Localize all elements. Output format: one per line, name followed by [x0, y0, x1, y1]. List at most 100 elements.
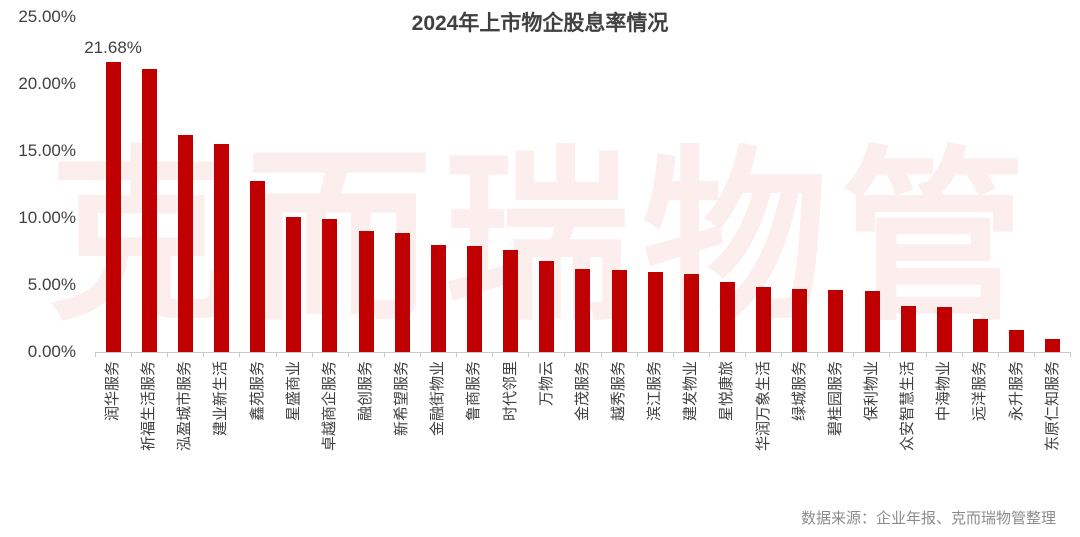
axis-tick — [710, 352, 746, 357]
watermark-text: 克而瑞物管 — [48, 135, 1039, 342]
bar — [430, 244, 446, 352]
bar-cell — [854, 17, 890, 352]
bar-cell — [493, 17, 529, 352]
plot-area: 21.68% — [84, 17, 1071, 357]
bar — [394, 232, 410, 352]
axis-tick — [349, 352, 385, 357]
bar-cell — [637, 17, 673, 352]
bar — [972, 319, 988, 352]
bar-cell — [1035, 17, 1071, 352]
bar — [828, 290, 844, 352]
x-axis-label: 泓盈城市服务 — [176, 361, 194, 452]
x-axis-label-cell: 鲁商服务 — [456, 358, 492, 508]
axis-tick — [313, 352, 349, 357]
bar — [322, 219, 338, 352]
x-axis-label: 金茂服务 — [573, 361, 591, 422]
axis-tick — [385, 352, 421, 357]
bar — [575, 268, 591, 352]
bar-cell — [926, 17, 962, 352]
x-axis-label: 永升服务 — [1007, 361, 1025, 422]
axis-tick — [999, 352, 1035, 357]
ticks-row — [95, 352, 1071, 357]
x-axis-label-cell: 鑫苑服务 — [240, 358, 276, 508]
axis-tick — [529, 352, 566, 357]
axis-tick — [1035, 352, 1071, 357]
x-axis-label-cell: 越秀服务 — [601, 358, 637, 508]
bar — [105, 61, 121, 352]
x-axis-label: 融创服务 — [357, 361, 375, 422]
data-source: 数据来源：企业年报、克而瑞物管整理 — [800, 510, 1056, 527]
x-axis-label: 滨江服务 — [646, 361, 664, 422]
bars-row: 21.68% — [84, 17, 1071, 352]
bar — [719, 281, 735, 352]
x-axis-label: 东原仁知服务 — [1043, 361, 1061, 452]
axis-tick — [277, 352, 313, 357]
x-axis-label: 远洋服务 — [971, 361, 989, 422]
x-axis-label-cell: 中海物业 — [926, 358, 962, 508]
x-axis-label: 众安智慧生活 — [899, 361, 917, 452]
bar-cell — [167, 17, 203, 352]
bar — [250, 180, 266, 352]
x-axis-label-cell: 华润万象生活 — [746, 358, 782, 508]
x-axis-label-cell: 时代邻里 — [493, 358, 529, 508]
axis-tick — [204, 352, 241, 357]
axis-tick — [638, 352, 674, 357]
x-axis-label: 时代邻里 — [501, 361, 519, 422]
bar-cell — [673, 17, 709, 352]
x-axis-label-cell: 远洋服务 — [962, 358, 998, 508]
axis-tick — [854, 352, 891, 357]
bar — [466, 245, 482, 352]
axis-tick — [96, 352, 133, 357]
bar — [864, 291, 880, 352]
y-axis-tick-label: 5.00% — [27, 275, 76, 294]
x-axis-label-cell: 融创服务 — [348, 358, 384, 508]
y-axis-tick-label: 25.00% — [18, 7, 76, 26]
x-axis-label: 中海物业 — [935, 361, 953, 422]
bar-cell — [565, 17, 601, 352]
bar — [756, 287, 772, 352]
axis-tick — [457, 352, 494, 357]
x-axis-label: 鲁商服务 — [465, 361, 483, 422]
x-axis-label: 建业新生活 — [212, 361, 230, 437]
bar — [936, 307, 952, 352]
x-axis-label: 建发物业 — [682, 361, 700, 422]
x-axis-label: 祈福生活服务 — [140, 361, 158, 452]
y-axis-tick-label: 15.00% — [18, 141, 76, 160]
axis-tick — [818, 352, 855, 357]
y-axis-tick-label: 10.00% — [18, 208, 76, 227]
bar — [503, 250, 519, 352]
bar-cell — [384, 17, 420, 352]
bar-cell — [746, 17, 782, 352]
x-axis-label: 保利物业 — [863, 361, 881, 422]
bar — [177, 134, 193, 352]
x-axis-label: 金融街物业 — [429, 361, 447, 437]
x-axis-label: 星悦康旅 — [718, 361, 736, 422]
x-axis-label: 新希望服务 — [393, 361, 411, 437]
x-axis-label-cell: 星悦康旅 — [709, 358, 745, 508]
bar-cell — [348, 17, 384, 352]
bar — [141, 69, 157, 352]
axis-tick — [602, 352, 638, 357]
axis-tick — [240, 352, 277, 357]
y-axis-tick-label: 20.00% — [18, 74, 76, 93]
bar-cell — [999, 17, 1035, 352]
x-axis-label-cell: 金融街物业 — [420, 358, 456, 508]
x-axis-label: 万物云 — [537, 361, 555, 407]
x-axis-label-cell: 润华服务 — [95, 358, 131, 508]
axis-tick — [168, 352, 205, 357]
bar-cell — [131, 17, 167, 352]
bar-cell — [890, 17, 926, 352]
x-axis-label-cell: 绿城服务 — [782, 358, 818, 508]
x-axis-label-cell: 新希望服务 — [384, 358, 420, 508]
x-axis-label-cell: 保利物业 — [854, 358, 890, 508]
x-axis-label-cell: 卓越商企服务 — [312, 358, 348, 508]
bar-cell — [818, 17, 854, 352]
bar — [1009, 329, 1025, 352]
bar-cell — [312, 17, 348, 352]
bar — [358, 231, 374, 352]
axis-tick — [782, 352, 819, 357]
bar-cell — [529, 17, 565, 352]
x-axis-label-cell: 众安智慧生活 — [890, 358, 926, 508]
y-axis: 25.00% 20.00% 15.00% 10.00% 5.00% 0.00% — [0, 0, 78, 537]
